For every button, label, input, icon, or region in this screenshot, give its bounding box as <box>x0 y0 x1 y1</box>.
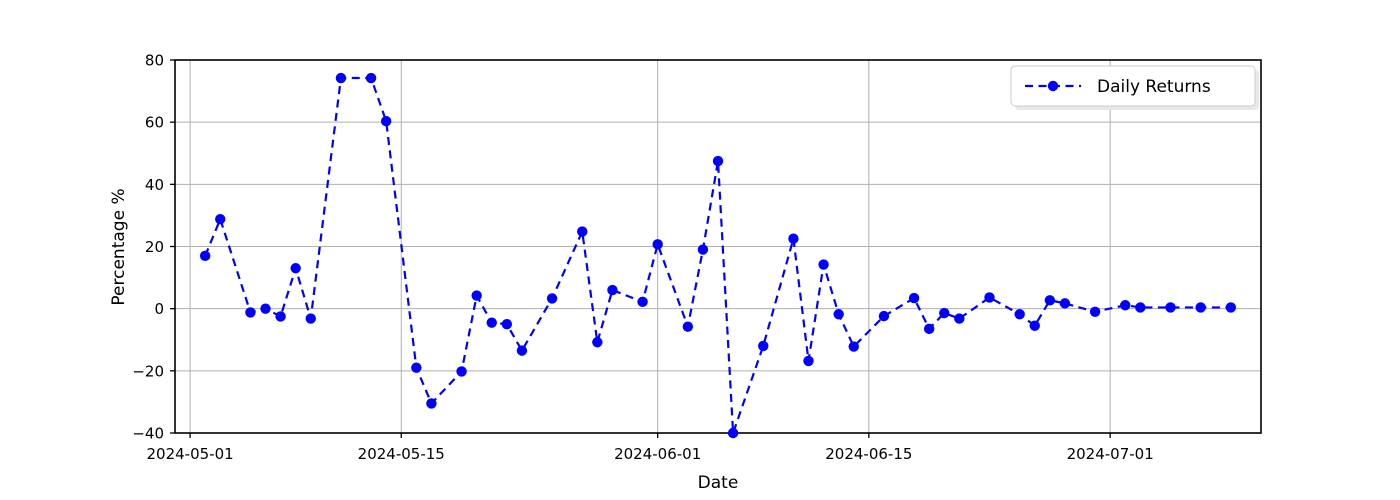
data-point-marker <box>1059 298 1071 309</box>
data-point-marker <box>290 263 301 274</box>
data-point-marker <box>546 293 558 304</box>
data-point-marker <box>712 155 724 167</box>
data-point-marker <box>833 309 844 320</box>
data-point-marker <box>1014 309 1025 320</box>
data-series-layer <box>199 72 1237 439</box>
data-point-marker <box>516 345 528 356</box>
y-tick-label: 60 <box>145 114 164 132</box>
data-point-marker <box>682 321 694 332</box>
data-point-marker <box>607 284 618 296</box>
y-tick-label: 40 <box>145 176 164 194</box>
data-point-marker <box>335 72 347 84</box>
data-point-marker <box>215 213 226 225</box>
data-point-marker <box>577 226 588 237</box>
x-tick-label: 2024-06-01 <box>614 445 701 463</box>
data-point-marker <box>803 355 814 367</box>
x-tick-label: 2024-05-01 <box>146 445 233 463</box>
y-tick-label: 80 <box>145 52 164 70</box>
data-point-marker <box>652 239 663 250</box>
data-point-marker <box>426 398 437 409</box>
data-point-marker <box>411 362 422 373</box>
y-axis-ticks: −40 −20 0 20 40 60 80 <box>132 52 175 443</box>
data-point-marker <box>380 116 392 127</box>
data-point-marker <box>592 337 603 348</box>
data-point-marker <box>1089 306 1101 317</box>
y-tick-label: 20 <box>145 238 164 256</box>
data-point-marker <box>818 259 829 270</box>
legend-entry-label: Daily Returns <box>1097 77 1211 97</box>
y-axis-label: Percentage % <box>109 188 129 305</box>
y-tick-label: −20 <box>132 362 164 380</box>
data-point-marker <box>275 311 286 322</box>
data-point-marker <box>456 366 467 377</box>
data-point-marker <box>848 341 859 352</box>
data-point-marker <box>954 313 965 324</box>
x-tick-label: 2024-06-15 <box>825 445 912 463</box>
data-point-marker <box>365 72 377 84</box>
x-tick-label: 2024-05-15 <box>358 445 445 463</box>
data-point-marker <box>788 233 799 244</box>
y-tick-label: 0 <box>154 300 164 318</box>
data-point-marker <box>727 427 739 439</box>
data-point-marker <box>1044 295 1056 306</box>
data-point-marker <box>939 307 950 319</box>
data-point-marker <box>1225 302 1237 313</box>
data-point-marker <box>1029 320 1040 331</box>
data-point-marker <box>758 340 769 352</box>
data-point-marker <box>260 303 271 314</box>
data-point-marker <box>637 296 648 308</box>
data-point-marker <box>199 250 211 262</box>
data-point-marker <box>486 317 497 328</box>
data-point-marker <box>1120 300 1131 311</box>
data-point-marker <box>697 244 709 255</box>
x-axis-label: Date <box>698 473 739 493</box>
x-tick-label: 2024-07-01 <box>1067 445 1154 463</box>
data-point-marker <box>501 319 513 330</box>
data-point-marker <box>1165 302 1176 313</box>
x-axis-ticks: 2024-05-01 2024-05-15 2024-06-01 2024-06-15… <box>146 433 1154 463</box>
data-point-marker <box>471 290 482 301</box>
legend[interactable]: Daily Returns <box>1010 65 1259 110</box>
data-point-marker <box>984 292 995 303</box>
data-point-marker <box>245 307 256 318</box>
legend-background <box>1010 65 1256 107</box>
data-point-marker <box>1195 302 1206 313</box>
data-point-marker <box>908 292 920 304</box>
data-point-marker <box>923 323 935 335</box>
data-point-marker <box>878 310 890 322</box>
data-point-marker <box>1135 302 1146 313</box>
y-tick-label: −40 <box>132 425 164 443</box>
data-point-marker <box>305 313 316 324</box>
legend-marker-sample <box>1047 80 1059 92</box>
